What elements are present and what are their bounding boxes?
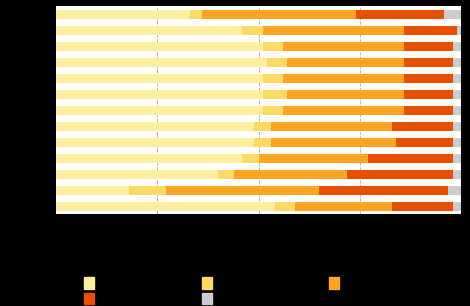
Bar [56,58,266,66]
Bar [404,74,453,83]
Bar [243,154,258,162]
Bar [263,90,287,99]
Bar [453,90,461,99]
Bar [165,186,319,195]
Bar [56,154,243,162]
Bar [453,74,461,83]
Bar [271,138,396,147]
Bar [271,122,392,131]
Bar [218,170,234,179]
Bar [453,42,461,50]
Bar [355,10,445,19]
Bar [56,122,254,131]
Bar [404,58,453,66]
Bar [56,26,243,35]
Bar [263,42,283,50]
Bar [448,186,461,195]
Bar [392,202,453,211]
Bar [202,10,355,19]
Bar [234,170,347,179]
Bar [258,154,368,162]
Bar [453,122,461,131]
Bar [56,202,274,211]
Bar [453,202,461,211]
Bar [453,138,461,147]
Bar [283,42,404,50]
Bar [56,90,263,99]
Bar [347,170,453,179]
Bar [404,106,453,114]
Bar [56,106,263,114]
Bar [243,26,263,35]
Bar [56,186,129,195]
Bar [404,90,453,99]
Bar [56,42,263,50]
Bar [263,106,283,114]
Bar [263,26,404,35]
Bar [392,122,453,131]
Bar [295,202,392,211]
Bar [453,154,461,162]
Bar [129,186,165,195]
Bar [283,74,404,83]
Bar [368,154,453,162]
Bar [319,186,448,195]
Bar [56,170,218,179]
Bar [266,58,287,66]
Bar [56,74,263,83]
Bar [190,10,202,19]
Bar [456,26,461,35]
Bar [254,138,271,147]
Bar [263,74,283,83]
Bar [287,90,404,99]
Bar [56,138,254,147]
Bar [274,202,295,211]
Bar [453,170,461,179]
Bar [283,106,404,114]
Bar [56,10,190,19]
Bar [404,42,453,50]
Bar [396,138,453,147]
Bar [287,58,404,66]
Bar [453,106,461,114]
Bar [445,10,461,19]
Bar [453,58,461,66]
Bar [404,26,456,35]
Bar [254,122,271,131]
